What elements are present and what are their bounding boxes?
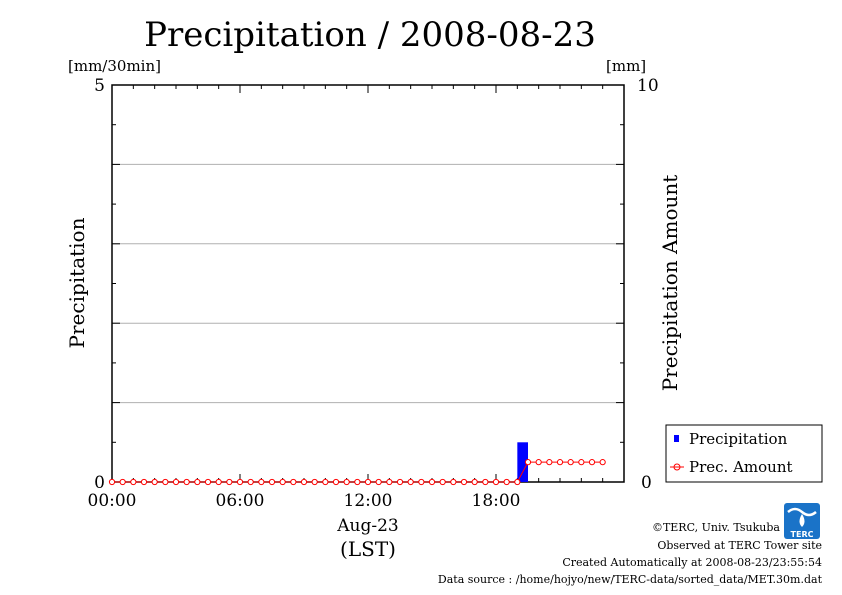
prec-amount-point bbox=[599, 459, 606, 466]
x-tick-1800: 18:00 bbox=[472, 491, 521, 511]
prec-amount-point bbox=[514, 478, 521, 486]
prec-amount-point bbox=[279, 478, 286, 486]
legend-precip-swatch bbox=[674, 435, 679, 442]
prec-amount-point bbox=[247, 478, 254, 486]
legend: Precipitation Prec. Amount bbox=[665, 424, 823, 483]
prec-amount-point bbox=[535, 459, 542, 466]
prec-amount-point bbox=[343, 478, 350, 486]
x-tick-0000: 00:00 bbox=[88, 491, 137, 511]
prec-amount-point bbox=[375, 478, 382, 486]
chart-title: Precipitation / 2008-08-23 bbox=[144, 15, 596, 55]
prec-amount-point bbox=[322, 478, 329, 486]
prec-amount-point bbox=[332, 478, 340, 486]
x-tick-0600: 06:00 bbox=[216, 491, 265, 511]
right-axis-unit: [mm] bbox=[606, 57, 646, 75]
prec-amount-point bbox=[151, 478, 158, 486]
prec-amount-point bbox=[386, 478, 393, 486]
prec-amount-point bbox=[130, 478, 137, 486]
prec-amount-point bbox=[258, 478, 265, 486]
prec-amount-point bbox=[108, 478, 116, 486]
prec-amount-point bbox=[354, 478, 361, 486]
y-tick-bottom: 0 bbox=[94, 473, 105, 493]
prec-amount-point bbox=[450, 478, 457, 486]
prec-amount-point bbox=[407, 478, 414, 486]
prec-amount-point bbox=[524, 459, 532, 466]
prec-amount-point bbox=[556, 459, 564, 466]
legend-amount-label: Prec. Amount bbox=[689, 458, 793, 476]
footer-created: Created Automatically at 2008-08-23/23:5… bbox=[562, 556, 822, 569]
prec-amount-point bbox=[492, 478, 500, 486]
prec-amount-point bbox=[364, 478, 372, 486]
prec-amount-point bbox=[396, 478, 404, 486]
prec-amount-point bbox=[460, 478, 468, 486]
legend-precip-label: Precipitation bbox=[689, 430, 788, 448]
prec-amount-point bbox=[204, 478, 212, 486]
terc-logo: TERC bbox=[784, 503, 820, 539]
prec-amount-point bbox=[588, 459, 596, 466]
legend-amount-marker bbox=[673, 463, 681, 471]
prec-amount-point bbox=[162, 478, 169, 486]
prec-amount-point bbox=[183, 478, 190, 486]
x-date-label: Aug-23 bbox=[336, 516, 398, 536]
prec-amount-point bbox=[567, 459, 574, 466]
prec-amount-point bbox=[226, 478, 233, 486]
gridlines bbox=[112, 163, 624, 404]
prec-amount-point bbox=[119, 478, 126, 486]
prec-amount-point bbox=[503, 478, 510, 486]
prec-amount-point bbox=[482, 478, 489, 486]
prec-amount-point bbox=[140, 478, 148, 486]
y-tick-top: 5 bbox=[94, 76, 105, 96]
prec-amount-point bbox=[546, 459, 553, 466]
y-axis-label: Precipitation bbox=[65, 217, 89, 348]
logo-wave-mark bbox=[787, 507, 817, 517]
prec-amount-point bbox=[236, 478, 244, 486]
precipitation-bar bbox=[517, 442, 528, 482]
logo-text: TERC bbox=[791, 530, 814, 539]
prec-amount-point bbox=[578, 459, 585, 466]
prec-amount-point bbox=[268, 478, 276, 486]
y2-tick-bottom: 0 bbox=[641, 473, 652, 493]
prec-amount-point bbox=[471, 478, 478, 486]
prec-amount-point bbox=[215, 478, 222, 486]
prec-amount-point bbox=[428, 478, 436, 486]
logo-drop-mark bbox=[799, 514, 805, 527]
plot-frame bbox=[111, 84, 625, 483]
legend-box bbox=[665, 424, 823, 483]
prec-amount-point bbox=[418, 478, 425, 486]
footer-observed: Observed at TERC Tower site bbox=[657, 539, 822, 552]
precipitation-bars bbox=[517, 442, 528, 482]
y2-tick-top: 10 bbox=[637, 76, 659, 96]
prec-amount-point bbox=[311, 478, 318, 486]
left-axis-unit: [mm/30min] bbox=[68, 57, 161, 75]
y2-axis-label: Precipitation Amount bbox=[658, 175, 682, 392]
prec-amount-point bbox=[172, 478, 180, 486]
prec-amount-point bbox=[300, 478, 308, 486]
x-zone-label: (LST) bbox=[340, 537, 396, 561]
footer-source: Data source : /home/hojyo/new/TERC-data/… bbox=[438, 573, 823, 586]
prec-amount-point bbox=[290, 478, 297, 486]
footer-copyright: ©TERC, Univ. Tsukuba bbox=[652, 521, 780, 534]
axis-ticks bbox=[111, 84, 625, 483]
prec-amount-series bbox=[108, 459, 606, 486]
x-tick-1200: 12:00 bbox=[344, 491, 393, 511]
prec-amount-point bbox=[194, 478, 201, 486]
prec-amount-point bbox=[439, 478, 446, 486]
